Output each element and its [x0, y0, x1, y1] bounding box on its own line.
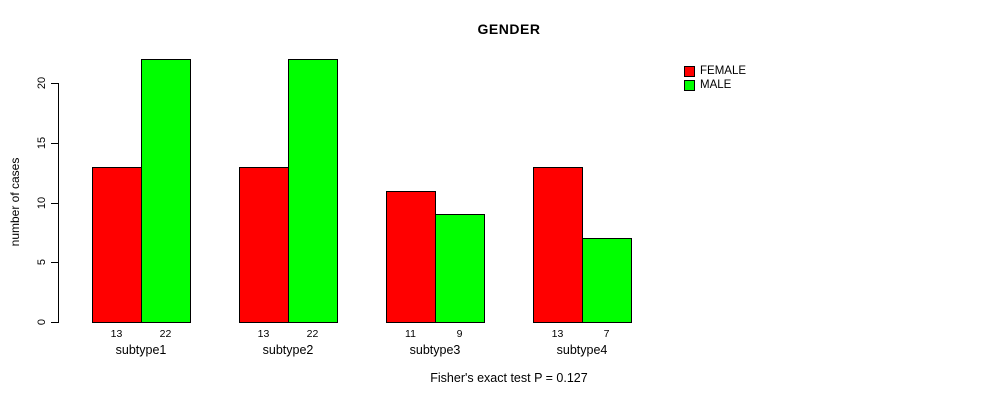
- bar-male-subtype3: [435, 214, 485, 323]
- legend-label-female: FEMALE: [700, 65, 747, 77]
- y-tick-label-text: 5: [36, 258, 48, 266]
- bar-value-label: 13: [551, 328, 564, 340]
- category-label-subtype4: subtype4: [556, 343, 608, 357]
- category-label-subtype3: subtype3: [409, 343, 461, 357]
- y-tick-mark: [51, 143, 59, 144]
- bar-male-subtype4: [582, 238, 632, 323]
- y-tick-mark: [51, 322, 59, 323]
- bar-female-subtype3: [386, 191, 436, 323]
- bar-male-subtype1: [141, 59, 191, 323]
- y-tick-label-text: 20: [36, 76, 48, 90]
- y-tick-mark: [51, 83, 59, 84]
- footer-annotation: Fisher's exact test P = 0.127: [430, 371, 588, 385]
- legend-swatch-male-icon: [684, 79, 695, 91]
- legend-item-male: MALE: [684, 78, 746, 92]
- bar-value-label: 7: [603, 328, 610, 340]
- bar-value-label: 22: [159, 328, 172, 340]
- y-tick-mark: [51, 203, 59, 204]
- y-tick-label-text: 15: [36, 136, 48, 150]
- category-label-subtype2: subtype2: [262, 343, 314, 357]
- bar-male-subtype2: [288, 59, 338, 323]
- bar-value-label: 13: [257, 328, 270, 340]
- legend: FEMALE MALE: [684, 64, 746, 92]
- bar-value-label: 13: [110, 328, 123, 340]
- bar-value-label: 9: [456, 328, 463, 340]
- bar-female-subtype1: [92, 167, 142, 323]
- legend-item-female: FEMALE: [684, 64, 746, 78]
- legend-label-male: MALE: [700, 79, 732, 91]
- legend-swatch-female-icon: [684, 65, 695, 77]
- bar-female-subtype4: [533, 167, 583, 323]
- bar-female-subtype2: [239, 167, 289, 323]
- bar-value-label: 11: [405, 328, 416, 340]
- y-tick-label-text: 10: [36, 196, 48, 210]
- y-tick-mark: [51, 262, 59, 263]
- y-tick-label-text: 0: [36, 318, 48, 326]
- category-label-subtype1: subtype1: [115, 343, 167, 357]
- bar-value-label: 22: [306, 328, 319, 340]
- chart-title: GENDER: [477, 21, 541, 37]
